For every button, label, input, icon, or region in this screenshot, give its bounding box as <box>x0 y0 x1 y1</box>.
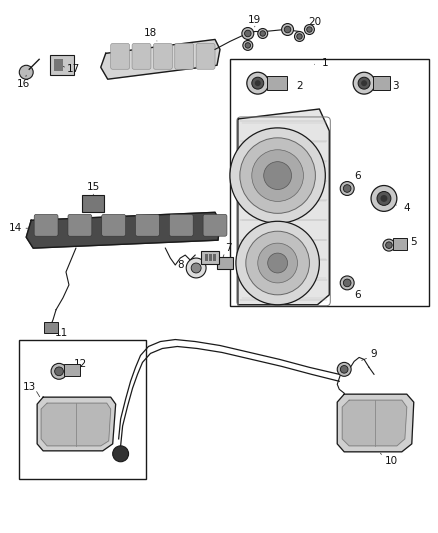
FancyBboxPatch shape <box>201 251 219 263</box>
FancyBboxPatch shape <box>217 257 233 269</box>
Text: 20: 20 <box>308 17 321 27</box>
Circle shape <box>240 138 315 213</box>
Text: 15: 15 <box>87 182 100 191</box>
Text: 6: 6 <box>354 171 360 181</box>
Circle shape <box>268 253 288 273</box>
Text: 19: 19 <box>248 14 261 25</box>
Circle shape <box>307 27 312 32</box>
Polygon shape <box>41 403 111 446</box>
Circle shape <box>113 446 129 462</box>
FancyBboxPatch shape <box>393 238 407 250</box>
Text: 5: 5 <box>410 237 417 247</box>
FancyBboxPatch shape <box>135 214 159 236</box>
Circle shape <box>294 31 304 42</box>
Bar <box>208 254 212 261</box>
FancyBboxPatch shape <box>196 43 215 69</box>
Circle shape <box>264 161 292 190</box>
Circle shape <box>242 28 254 39</box>
Circle shape <box>252 150 304 201</box>
Circle shape <box>353 72 375 94</box>
Polygon shape <box>37 397 116 451</box>
Text: 4: 4 <box>403 204 410 213</box>
Circle shape <box>304 25 314 35</box>
Circle shape <box>258 29 268 38</box>
Bar <box>205 254 208 261</box>
FancyBboxPatch shape <box>82 196 104 212</box>
Circle shape <box>55 367 64 376</box>
Circle shape <box>284 26 291 33</box>
Circle shape <box>246 231 309 295</box>
Circle shape <box>243 41 253 51</box>
Circle shape <box>343 279 351 287</box>
Polygon shape <box>101 39 220 79</box>
FancyBboxPatch shape <box>267 76 286 90</box>
Bar <box>54 59 63 71</box>
Circle shape <box>358 77 370 89</box>
Circle shape <box>337 362 351 376</box>
Circle shape <box>186 258 206 278</box>
Text: 8: 8 <box>177 260 184 270</box>
Circle shape <box>340 276 354 290</box>
Text: 10: 10 <box>384 456 397 466</box>
FancyBboxPatch shape <box>102 214 126 236</box>
Text: 2: 2 <box>296 81 303 91</box>
Circle shape <box>255 80 261 86</box>
Circle shape <box>361 80 367 86</box>
Circle shape <box>244 30 251 37</box>
Circle shape <box>381 195 388 202</box>
FancyBboxPatch shape <box>175 43 194 69</box>
Text: 12: 12 <box>74 359 88 369</box>
FancyBboxPatch shape <box>64 365 80 376</box>
Circle shape <box>260 31 265 36</box>
Circle shape <box>230 128 325 223</box>
FancyBboxPatch shape <box>68 214 92 236</box>
Circle shape <box>252 77 264 89</box>
Circle shape <box>191 263 201 273</box>
Circle shape <box>371 185 397 212</box>
Circle shape <box>297 34 302 39</box>
Text: 6: 6 <box>354 290 360 300</box>
Circle shape <box>385 242 392 248</box>
Text: 17: 17 <box>67 64 81 74</box>
Circle shape <box>236 221 319 305</box>
FancyBboxPatch shape <box>170 214 193 236</box>
Circle shape <box>377 191 391 205</box>
Text: 9: 9 <box>371 350 377 359</box>
Bar <box>212 254 215 261</box>
FancyBboxPatch shape <box>203 214 227 236</box>
FancyBboxPatch shape <box>44 321 58 333</box>
Circle shape <box>340 366 348 373</box>
Text: 14: 14 <box>9 223 22 233</box>
Polygon shape <box>342 400 407 446</box>
Circle shape <box>383 239 395 251</box>
FancyBboxPatch shape <box>34 214 58 236</box>
FancyBboxPatch shape <box>50 55 74 75</box>
Text: 13: 13 <box>23 382 36 392</box>
Circle shape <box>51 364 67 379</box>
Text: 7: 7 <box>225 243 231 253</box>
Circle shape <box>343 184 351 192</box>
FancyBboxPatch shape <box>132 43 151 69</box>
FancyBboxPatch shape <box>153 43 172 69</box>
Circle shape <box>282 23 293 36</box>
FancyBboxPatch shape <box>111 43 130 69</box>
Bar <box>230 59 429 306</box>
Circle shape <box>247 72 268 94</box>
Polygon shape <box>337 394 414 452</box>
FancyBboxPatch shape <box>373 76 390 90</box>
Polygon shape <box>26 212 220 248</box>
Text: 16: 16 <box>17 79 30 89</box>
Circle shape <box>258 243 297 283</box>
Circle shape <box>245 43 251 48</box>
Polygon shape <box>238 109 329 305</box>
Circle shape <box>340 182 354 196</box>
Text: 18: 18 <box>144 28 157 38</box>
Circle shape <box>19 65 33 79</box>
Bar <box>19 340 146 479</box>
Text: 1: 1 <box>322 58 328 68</box>
Text: 3: 3 <box>392 81 399 91</box>
Text: 11: 11 <box>54 328 67 337</box>
